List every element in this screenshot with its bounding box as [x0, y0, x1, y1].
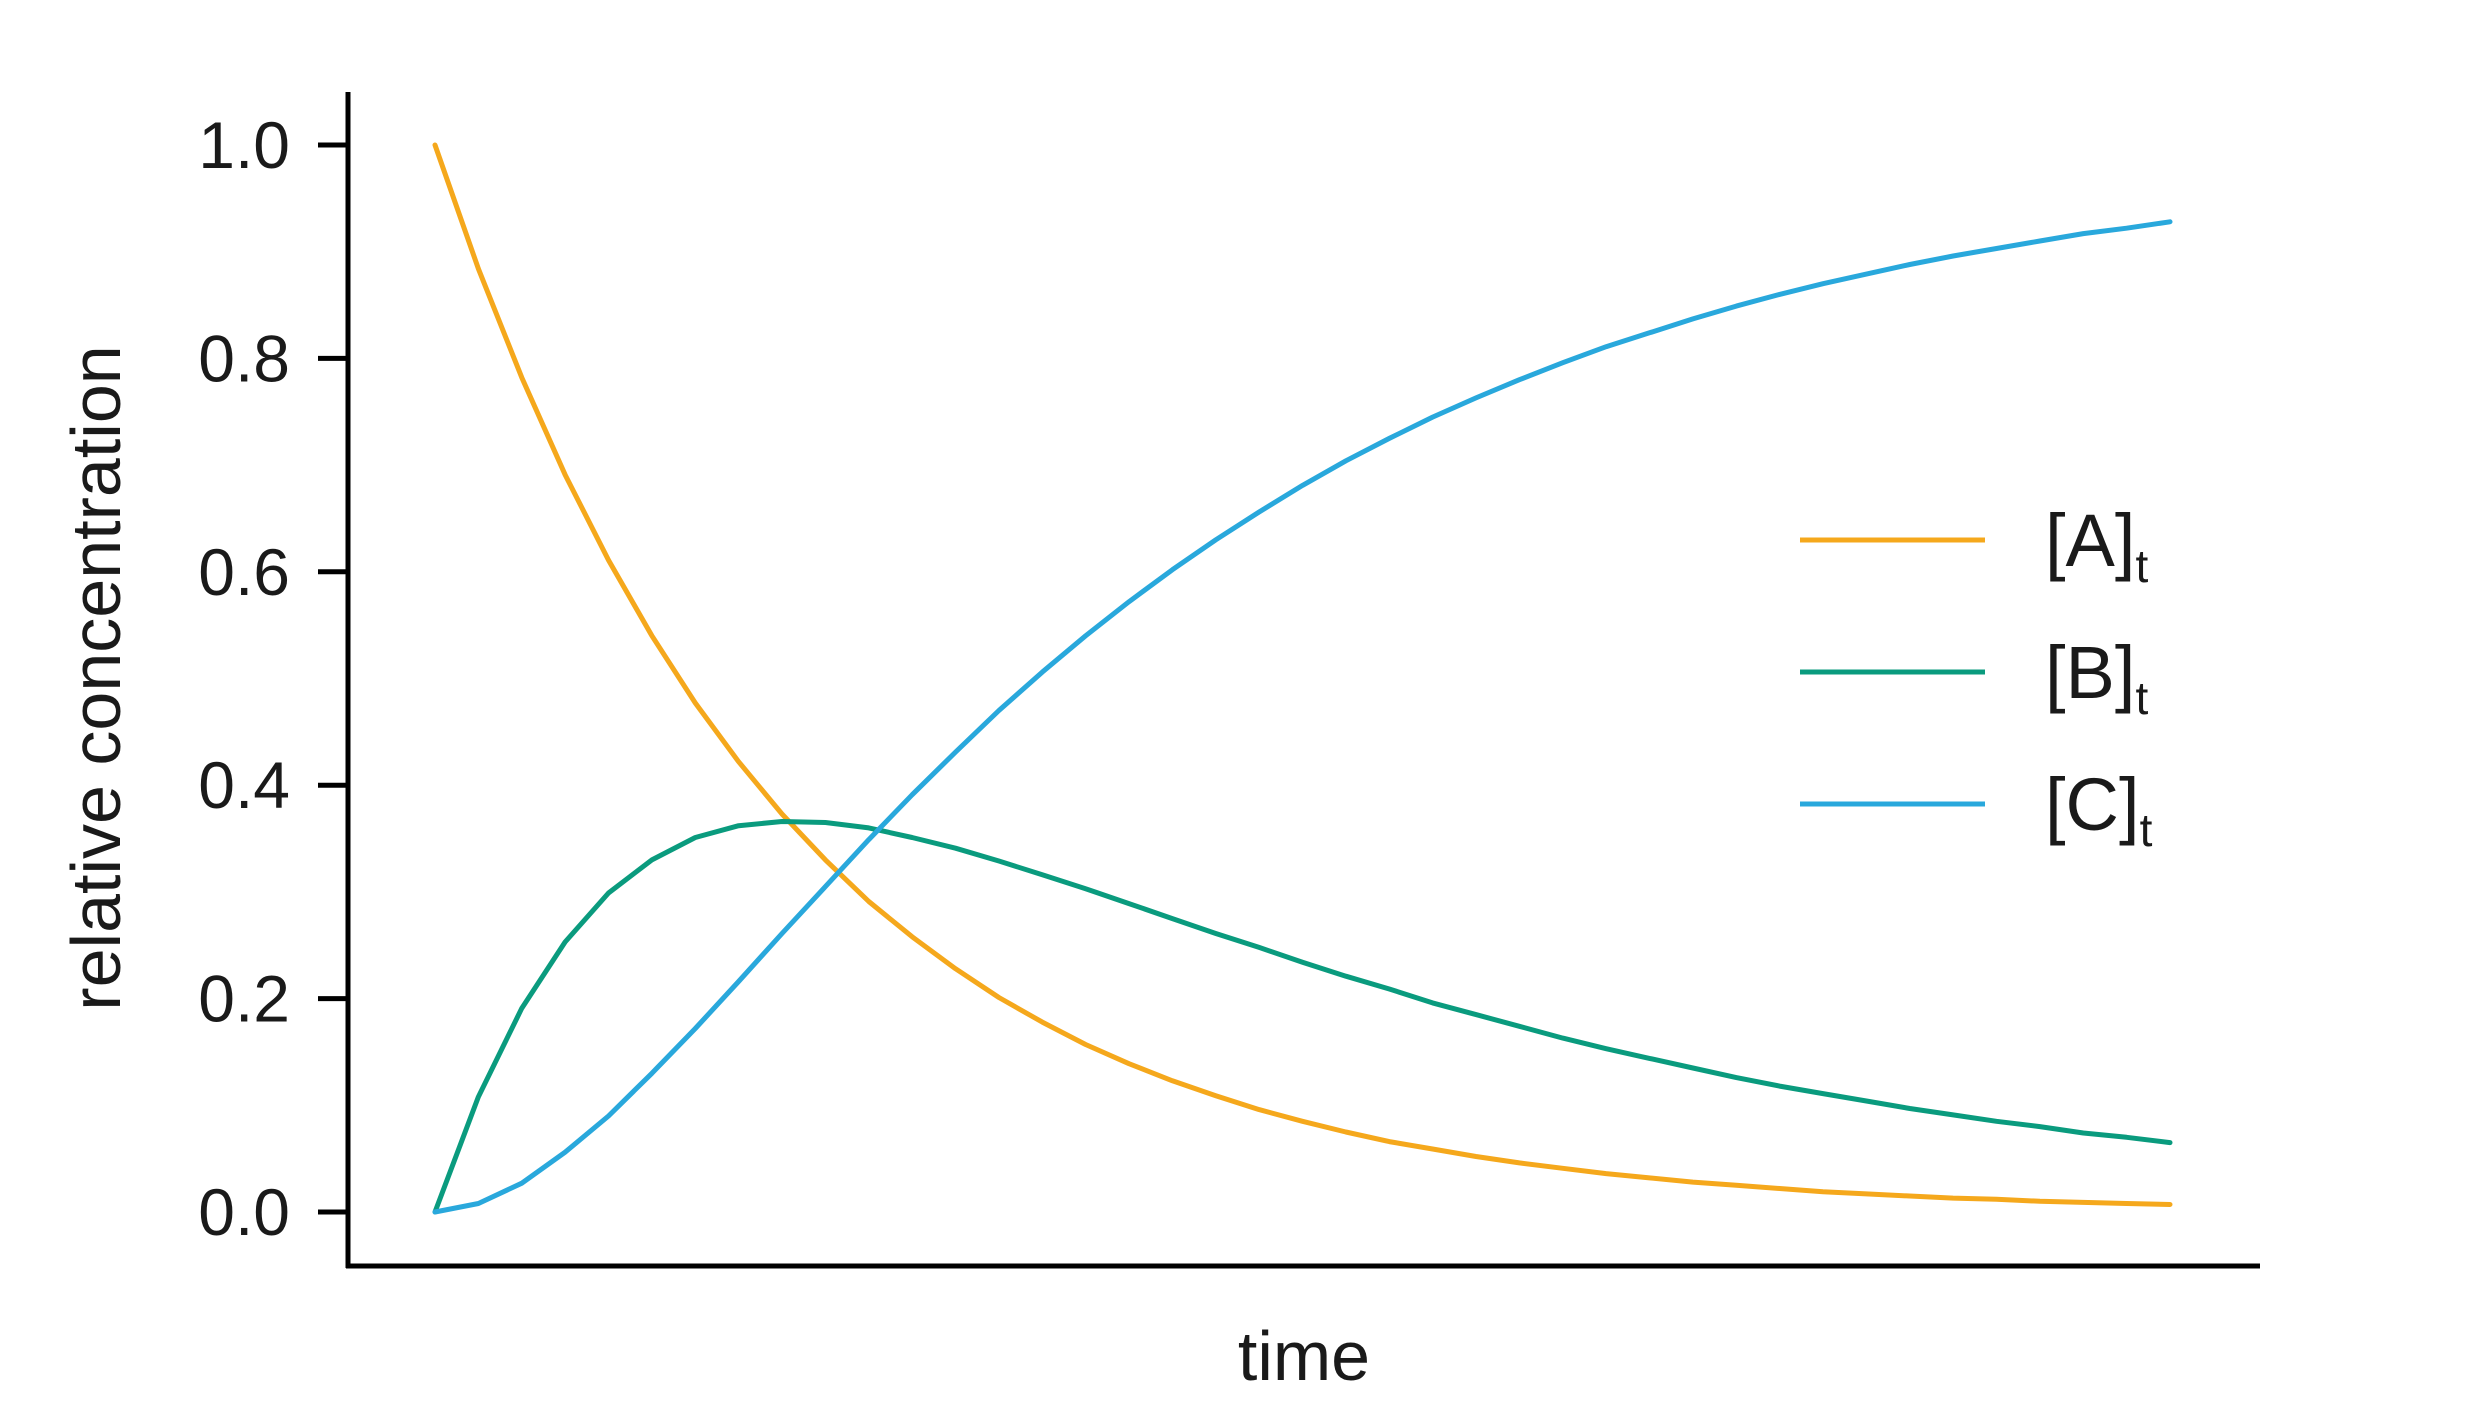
- y-axis-title: relative concentration: [57, 345, 135, 1010]
- axes: [345, 92, 2260, 1269]
- y-tick-label: 0.2: [198, 962, 290, 1036]
- y-ticks: 0.0 0.2 0.4 0.6 0.8 1.0: [198, 108, 348, 1249]
- legend-label-a: [A]t: [2045, 499, 2148, 592]
- series-line-c: [432, 219, 2173, 1215]
- series-layer: [432, 142, 2173, 1215]
- y-tick-label: 0.8: [198, 321, 290, 395]
- legend-label-text: [C]: [2045, 763, 2140, 846]
- legend-label-subscript: t: [2135, 540, 2148, 592]
- legend-label-text: [B]: [2045, 631, 2135, 714]
- legend-label-c: [C]t: [2045, 763, 2153, 856]
- legend-label-b: [B]t: [2045, 631, 2148, 724]
- series-line-a: [432, 142, 2173, 1207]
- x-axis-title: time: [1238, 1317, 1370, 1395]
- series-line-b: [432, 819, 2173, 1215]
- legend-label-subscript: t: [2140, 804, 2153, 856]
- y-tick-label: 0.6: [198, 535, 290, 609]
- y-tick-label: 1.0: [198, 108, 290, 182]
- y-tick-label: 0.0: [198, 1175, 290, 1249]
- legend-label-subscript: t: [2135, 672, 2148, 724]
- y-tick-label: 0.4: [198, 748, 290, 822]
- legend: [A]t[B]t[C]t: [1800, 499, 2153, 856]
- legend-label-text: [A]: [2045, 499, 2135, 582]
